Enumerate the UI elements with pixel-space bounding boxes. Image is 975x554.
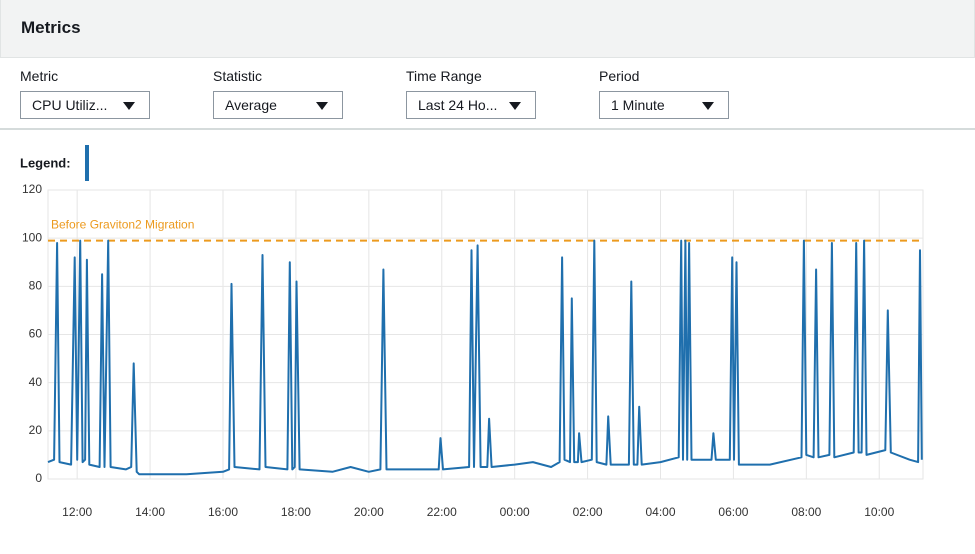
header-title: Metrics (21, 18, 81, 37)
x-tick-label: 12:00 (62, 505, 92, 519)
legend-label: Legend: (20, 155, 71, 170)
control-label: Period (599, 68, 640, 84)
y-tick-label: 120 (22, 182, 42, 196)
control: Statistic Average (213, 68, 343, 119)
dropdown[interactable]: CPU Utiliz... (20, 91, 150, 119)
x-tick-label: 00:00 (500, 505, 530, 519)
y-tick-label: 60 (29, 327, 43, 341)
control: Metric CPU Utiliz... (20, 68, 150, 119)
y-tick-label: 80 (29, 279, 43, 293)
y-tick-label: 20 (29, 423, 43, 437)
divider (0, 128, 975, 130)
x-tick-label: 02:00 (573, 505, 603, 519)
control-label: Time Range (406, 68, 482, 84)
control-label: Statistic (213, 68, 263, 84)
x-tick-label: 06:00 (718, 505, 748, 519)
x-tick-label: 18:00 (281, 505, 311, 519)
x-tick-label: 04:00 (645, 505, 675, 519)
legend-swatch (85, 145, 89, 181)
y-tick-label: 0 (35, 471, 42, 485)
x-tick-label: 10:00 (864, 505, 894, 519)
dropdown[interactable]: 1 Minute (599, 91, 729, 119)
x-tick-label: 16:00 (208, 505, 238, 519)
dropdown[interactable]: Average (213, 91, 343, 119)
series-line (47, 239, 923, 476)
header: Metrics (0, 0, 975, 58)
dropdown[interactable]: Last 24 Ho... (406, 91, 536, 119)
annotation-text: Before Graviton2 Migration (51, 218, 194, 232)
y-tick-label: 40 (29, 375, 43, 389)
x-tick-label: 14:00 (135, 505, 165, 519)
y-tick-label: 100 (22, 230, 42, 244)
control-label: Metric (20, 68, 59, 84)
x-tick-label: 08:00 (791, 505, 821, 519)
x-tick-label: 22:00 (427, 505, 457, 519)
control: Period 1 Minute (599, 68, 729, 119)
x-tick-label: 20:00 (354, 505, 384, 519)
control: Time Range Last 24 Ho... (406, 68, 536, 119)
